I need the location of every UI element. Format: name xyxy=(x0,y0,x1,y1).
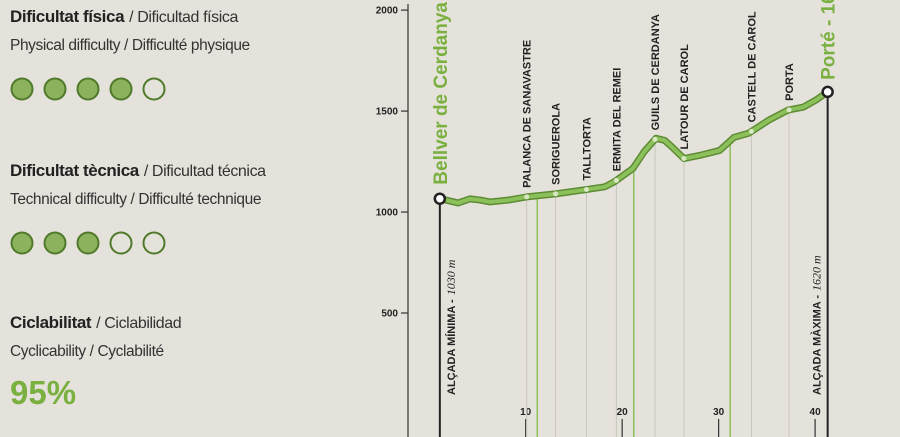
rating-dot xyxy=(109,77,133,101)
waypoint-dot xyxy=(524,194,530,200)
rating-dot xyxy=(76,77,100,101)
elevation-annotation: ALÇADA MÍNIMA - 1030 m xyxy=(444,259,458,395)
elevation-annotation: ALÇADA MÀXIMA - 1620 m xyxy=(810,255,824,395)
waypoint-label: PORTA xyxy=(784,63,796,101)
annotation-text: ALÇADA MÀXIMA - xyxy=(811,295,824,395)
waypoint-label: PALANCA DE SANAVASTRE xyxy=(522,40,534,188)
rating-dot xyxy=(10,231,34,255)
title-alt: / Ciclabilidad xyxy=(96,315,181,332)
cyclability-value: 95% xyxy=(10,374,76,411)
rating-dot xyxy=(10,77,34,101)
waypoint-dot xyxy=(681,156,687,162)
end-point xyxy=(821,85,834,99)
annotation-value: 1030 m xyxy=(444,259,458,295)
end-label: Porté - 16 xyxy=(819,0,840,80)
title: Dificultat tècnica xyxy=(10,161,140,180)
waypoint-label: CASTELL DE CAROL xyxy=(746,11,758,122)
start-label: Bellver de Cerdanya - xyxy=(431,0,452,185)
subtitle: Technical difficulty / Difficulté techni… xyxy=(10,191,261,208)
subtitle: Physical difficulty / Difficulté physiqu… xyxy=(10,37,250,54)
title-alt: / Dificultad física xyxy=(129,9,238,26)
rating-dot xyxy=(109,231,133,255)
rating-dot xyxy=(43,231,67,255)
rating-dot xyxy=(142,77,166,101)
waypoint-dot xyxy=(613,177,619,183)
title: Dificultat física xyxy=(10,7,125,26)
rating-dot xyxy=(142,231,166,255)
profile-line xyxy=(437,89,830,205)
subtitle: Cyclicability / Cyclabilité xyxy=(10,343,164,360)
waypoint-label: ERMITA DEL REMEI xyxy=(611,68,623,172)
y-tick-label: 2000 xyxy=(376,6,399,17)
y-tick-label: 1500 xyxy=(376,107,399,118)
waypoint-dot xyxy=(553,191,559,197)
x-tick-label: 40 xyxy=(810,407,822,418)
section-title: Ciclabilitat / Ciclabilidad xyxy=(10,313,181,332)
title: Ciclabilitat xyxy=(10,313,92,332)
x-tick-label: 30 xyxy=(713,407,725,418)
waypoint-dot xyxy=(652,136,658,142)
waypoint-dot xyxy=(583,187,589,193)
x-tick-label: 20 xyxy=(617,407,629,418)
waypoint-label: LATOUR DE CAROL xyxy=(679,44,691,150)
annotation-value: 1620 m xyxy=(810,255,824,291)
rating-dot xyxy=(43,77,67,101)
waypoint-label: GUILS DE CERDANYA xyxy=(650,14,662,130)
rating-dot xyxy=(76,231,100,255)
y-tick-label: 1000 xyxy=(376,208,399,219)
annotation-text: ALÇADA MÍNIMA - xyxy=(445,299,458,395)
waypoint-dot xyxy=(786,107,792,113)
section-title: Dificultat física / Dificultad física xyxy=(10,7,239,26)
title-alt: / Dificultad técnica xyxy=(144,163,266,180)
waypoint-dot xyxy=(748,128,754,134)
x-tick-label: 10 xyxy=(520,407,532,418)
waypoint-label: SORIGUEROLA xyxy=(551,103,563,185)
start-point xyxy=(433,192,447,205)
waypoint-label: TALLTORTA xyxy=(581,117,593,180)
y-tick-label: 500 xyxy=(381,309,398,320)
section-title: Dificultat tècnica / Dificultad técnica xyxy=(10,161,266,180)
